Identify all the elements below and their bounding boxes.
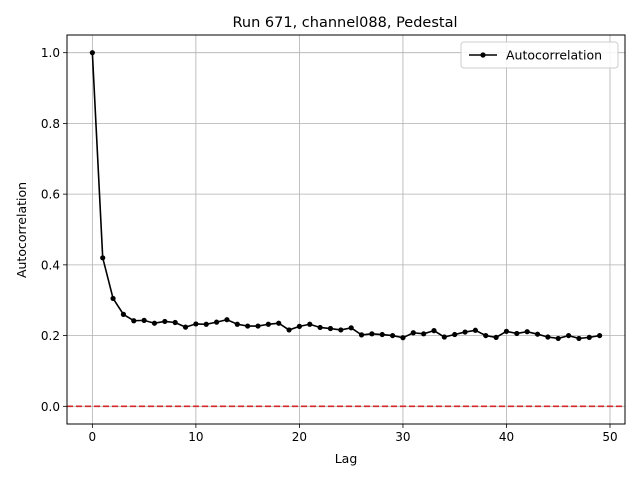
y-tick-label: 0.8 xyxy=(41,117,60,131)
data-point xyxy=(545,334,551,340)
data-point xyxy=(431,328,437,334)
data-point xyxy=(493,334,499,340)
y-tick-label: 0.0 xyxy=(41,400,60,414)
y-tick-label: 1.0 xyxy=(41,46,60,60)
data-point xyxy=(182,324,189,330)
data-point xyxy=(555,335,561,342)
data-point xyxy=(286,327,292,333)
grid-lines xyxy=(67,35,625,424)
legend: Autocorrelation xyxy=(460,41,619,69)
data-point xyxy=(369,331,375,337)
data-point xyxy=(358,332,365,338)
legend-point-marker xyxy=(480,52,486,58)
data-point xyxy=(162,318,168,325)
y-tick-label: 0.6 xyxy=(41,188,60,202)
x-tick-label: 30 xyxy=(395,430,410,444)
data-point xyxy=(89,50,95,56)
x-axis-ticks: 0 10 20 30 40 50 xyxy=(89,424,618,444)
data-point xyxy=(265,321,271,327)
data-point xyxy=(514,330,520,337)
data-point xyxy=(483,332,489,339)
series-line-autocorrelation xyxy=(91,52,600,340)
data-point xyxy=(400,335,406,341)
data-point xyxy=(348,325,354,331)
data-point xyxy=(389,332,396,339)
chart-title: Run 671, channel088, Pedestal xyxy=(232,15,457,31)
data-point xyxy=(452,331,458,338)
data-point xyxy=(234,321,240,327)
data-point xyxy=(276,320,282,326)
data-point xyxy=(410,330,416,336)
data-point xyxy=(120,311,127,317)
data-point xyxy=(327,325,334,332)
legend-label-autocorrelation: Autocorrelation xyxy=(506,48,602,63)
x-tick-label: 0 xyxy=(89,430,97,444)
y-axis-label: Autocorrelation xyxy=(14,182,29,278)
data-point xyxy=(565,332,572,339)
data-point xyxy=(597,332,603,339)
data-point xyxy=(534,331,541,337)
data-point xyxy=(524,329,530,335)
data-point xyxy=(255,323,261,329)
data-point xyxy=(379,331,385,338)
data-point xyxy=(151,320,158,326)
data-point xyxy=(317,324,323,331)
data-point xyxy=(586,334,592,340)
y-tick-label: 0.2 xyxy=(41,329,60,343)
data-point xyxy=(141,317,147,323)
data-point xyxy=(472,327,479,333)
data-point xyxy=(307,321,313,327)
data-point xyxy=(193,321,199,327)
data-points xyxy=(89,50,603,342)
y-tick-label: 0.4 xyxy=(41,258,60,272)
legend-box xyxy=(460,41,619,69)
data-point xyxy=(172,319,178,326)
x-tick-label: 40 xyxy=(499,430,514,444)
data-point xyxy=(213,319,220,325)
x-tick-label: 10 xyxy=(188,430,203,444)
data-point xyxy=(576,335,582,342)
data-point xyxy=(421,331,427,337)
y-axis-ticks: 0.0 0.2 0.4 0.6 0.8 1.0 xyxy=(41,46,67,414)
data-point xyxy=(131,318,137,324)
x-tick-label: 50 xyxy=(602,430,617,444)
data-point xyxy=(462,329,468,335)
plot-frame xyxy=(66,34,626,425)
data-point xyxy=(100,255,106,261)
data-point xyxy=(503,328,510,334)
data-point xyxy=(110,295,116,302)
data-point xyxy=(224,317,230,323)
data-point xyxy=(296,323,303,329)
data-point xyxy=(245,323,251,329)
x-tick-label: 20 xyxy=(292,430,307,444)
data-point xyxy=(203,321,209,327)
data-point xyxy=(338,327,344,333)
x-axis-label: Lag xyxy=(335,451,358,466)
data-point xyxy=(441,334,447,340)
